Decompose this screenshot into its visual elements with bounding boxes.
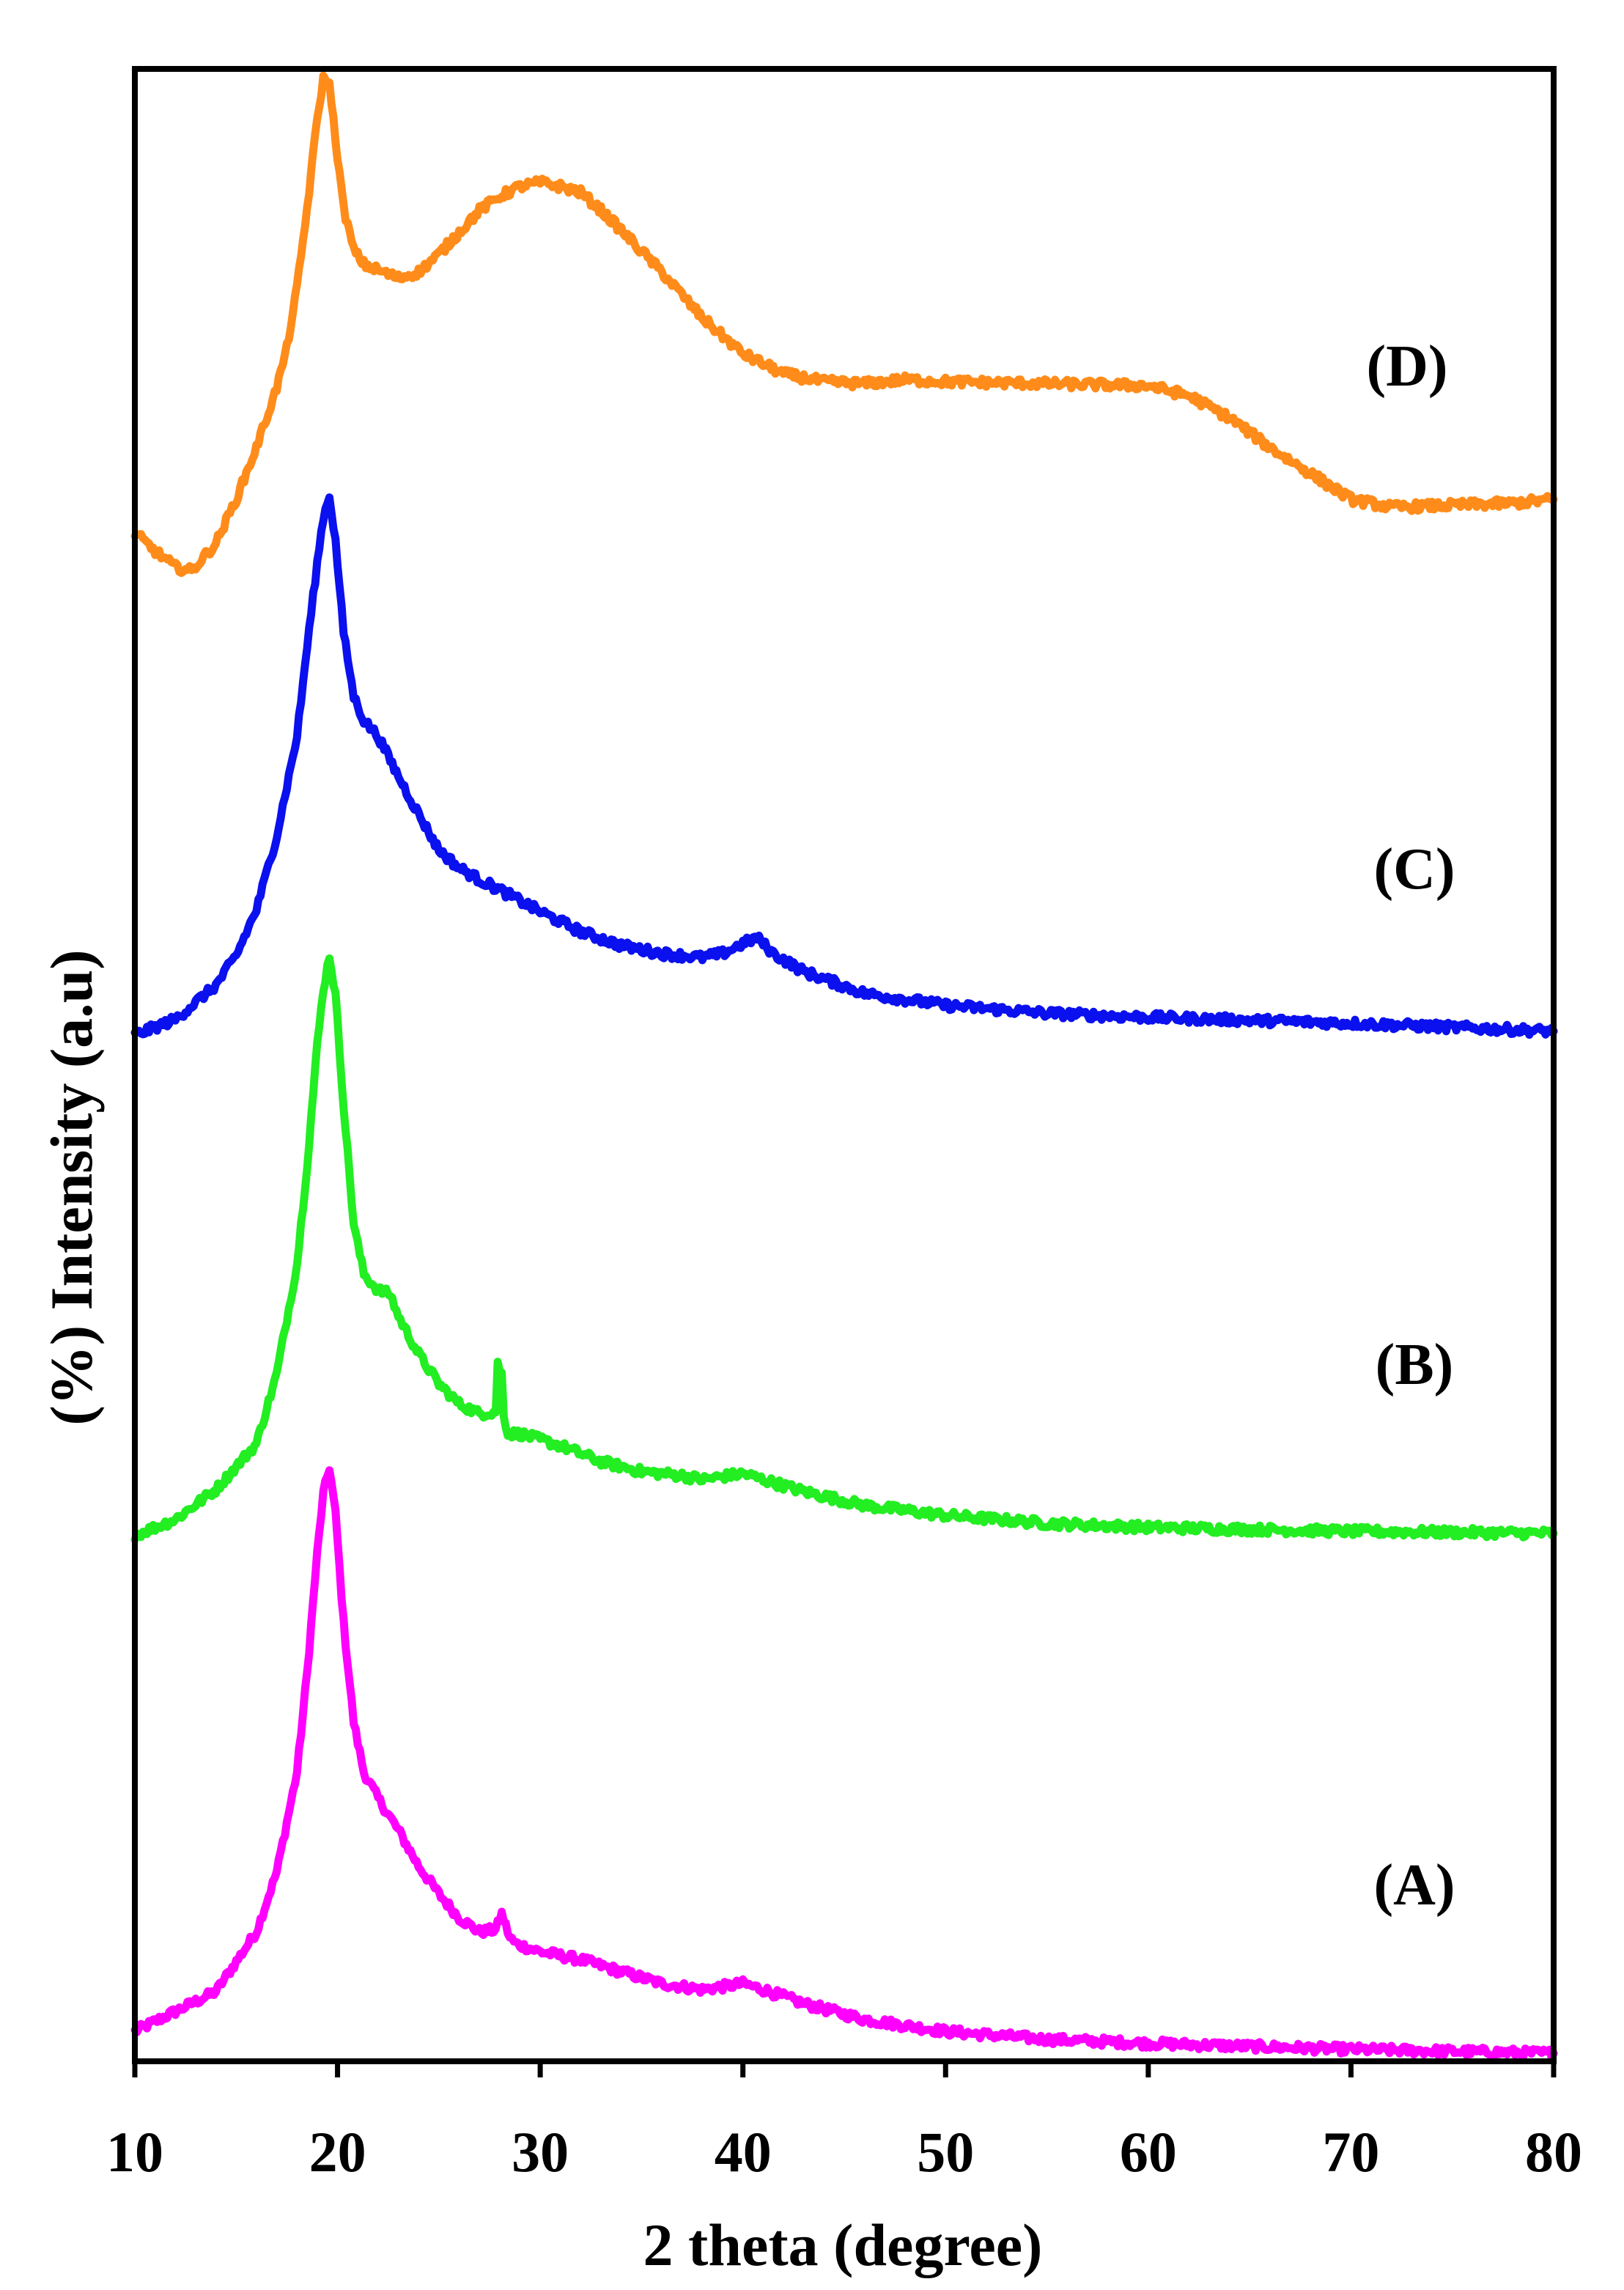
x-tick-label-40: 40 (715, 2120, 772, 2184)
series-line-b (130, 954, 1558, 1544)
x-axis-title: 2 theta (degree) (643, 2212, 1043, 2278)
x-tick-label-70: 70 (1322, 2120, 1379, 2184)
x-tick-label-30: 30 (512, 2120, 569, 2184)
x-tick-label-10: 10 (106, 2120, 163, 2184)
series-label-c: (C) (1373, 837, 1455, 902)
series-label-d: (D) (1366, 334, 1447, 399)
series-label-b: (B) (1376, 1333, 1454, 1397)
x-tick-label-60: 60 (1120, 2120, 1177, 2184)
y-axis-title: (%) Intensity (a.u) (38, 949, 105, 1425)
x-axis-ticks: 10 20 30 40 50 60 70 80 (106, 2061, 1582, 2184)
series-label-a: (A) (1373, 1853, 1455, 1918)
x-tick-label-80: 80 (1525, 2120, 1582, 2184)
plot-frame (132, 66, 1557, 2064)
series-line-c (130, 493, 1558, 1039)
series-line-d (130, 71, 1558, 578)
series-labels: (D) (C) (B) (A) (1366, 334, 1455, 1918)
series-layer (130, 71, 1558, 2062)
x-tick-label-50: 50 (917, 2120, 974, 2184)
series-line-a (130, 1466, 1558, 2062)
x-tick-label-20: 20 (309, 2120, 366, 2184)
